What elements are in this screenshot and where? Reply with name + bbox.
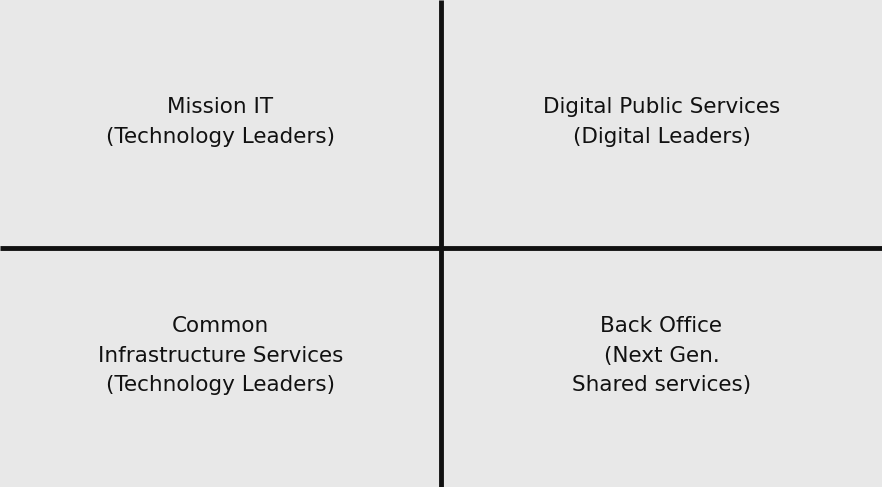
Text: Digital Public Services
(Digital Leaders): Digital Public Services (Digital Leaders…	[543, 97, 780, 147]
Text: Common
Infrastructure Services
(Technology Leaders): Common Infrastructure Services (Technolo…	[98, 316, 343, 395]
Text: Mission IT
(Technology Leaders): Mission IT (Technology Leaders)	[106, 97, 335, 147]
Text: Back Office
(Next Gen.
Shared services): Back Office (Next Gen. Shared services)	[572, 316, 751, 395]
